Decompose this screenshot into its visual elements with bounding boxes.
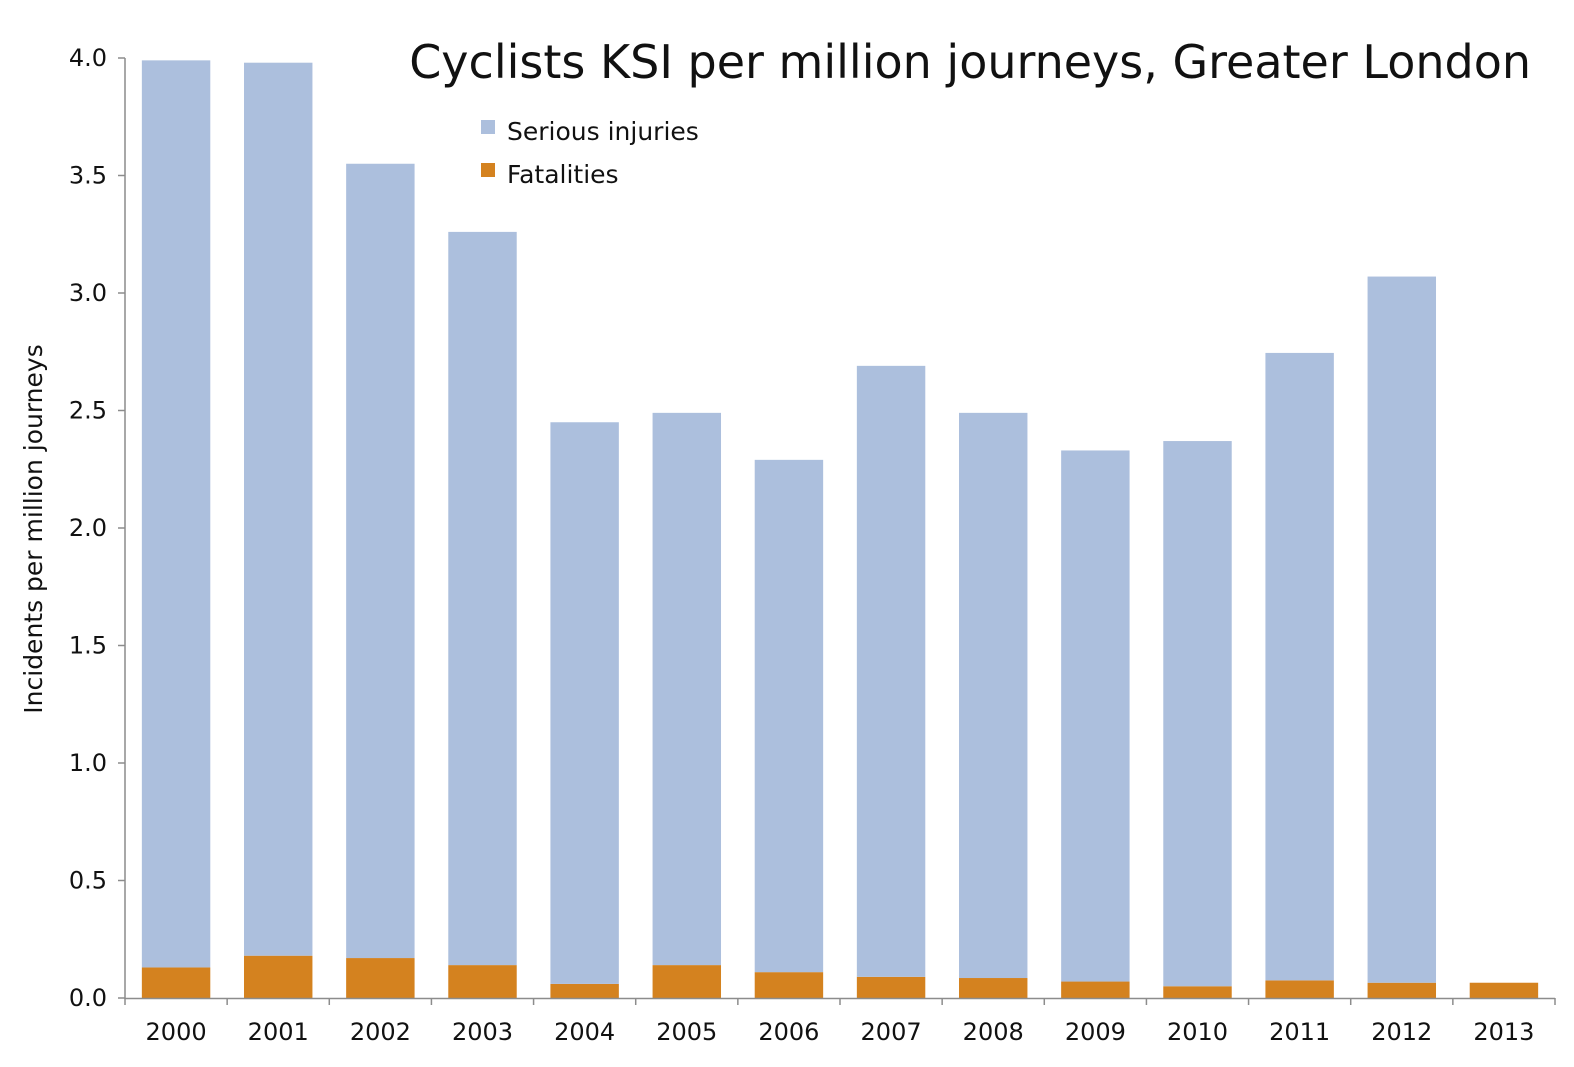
bar-serious-injuries-2000	[141, 60, 211, 968]
bar-serious-injuries-2011	[1265, 352, 1334, 981]
y-tick-label: 2.0	[69, 514, 107, 542]
bar-fatalities-2008	[959, 978, 1028, 998]
bar-fatalities-2002	[346, 958, 415, 998]
x-tick-label-2013: 2013	[1473, 1018, 1534, 1046]
bar-serious-injuries-2008	[959, 412, 1028, 979]
bar-serious-injuries-2006	[754, 459, 824, 973]
y-tick-label: 2.5	[69, 397, 107, 425]
x-tick-label-2000: 2000	[146, 1018, 207, 1046]
x-tick-label-2012: 2012	[1371, 1018, 1432, 1046]
bar-serious-injuries-2003	[448, 231, 517, 966]
x-tick-label-2005: 2005	[656, 1018, 717, 1046]
bar-fatalities-2009	[1061, 981, 1130, 998]
y-tick-label: 0.0	[69, 984, 107, 1012]
bar-fatalities-2003	[448, 965, 517, 998]
x-tick-label-2004: 2004	[554, 1018, 615, 1046]
bars	[141, 60, 1539, 999]
bar-fatalities-2011	[1265, 980, 1334, 999]
x-tick-label-2009: 2009	[1065, 1018, 1126, 1046]
x-tick-label-2011: 2011	[1269, 1018, 1330, 1046]
bar-serious-injuries-2007	[856, 365, 926, 977]
bar-serious-injuries-2001	[244, 62, 313, 956]
legend-label-fatalities: Fatalities	[507, 160, 619, 189]
x-tick-label-2003: 2003	[452, 1018, 513, 1046]
legend-swatch-serious-injuries	[481, 120, 495, 134]
y-tick-label: 1.5	[69, 632, 107, 660]
bar-fatalities-2005	[652, 965, 722, 998]
legend: Serious injuries Fatalities	[481, 117, 699, 189]
bar-fatalities-2001	[244, 955, 313, 998]
bar-serious-injuries-2005	[652, 412, 722, 966]
x-tick-label-2006: 2006	[758, 1018, 819, 1046]
bar-fatalities-2004	[550, 983, 619, 998]
bar-fatalities-2012	[1367, 982, 1437, 998]
y-tick-label: 4.0	[69, 44, 107, 72]
bar-fatalities-2007	[856, 976, 926, 998]
y-tick-label: 3.0	[69, 279, 107, 307]
y-tick-label: 0.5	[69, 867, 107, 895]
bar-serious-injuries-2009	[1061, 450, 1130, 982]
legend-swatch-fatalities	[481, 163, 495, 177]
x-tick-label-2002: 2002	[350, 1018, 411, 1046]
y-tick-label: 1.0	[69, 749, 107, 777]
legend-label-serious-injuries: Serious injuries	[507, 117, 699, 146]
y-axis-title: Incidents per million journeys	[19, 344, 48, 713]
x-tick-label-2008: 2008	[963, 1018, 1024, 1046]
y-axis-ticks: 0.0 0.5 1.0 1.5 2.0 2.5 3.0 3.5 4.0	[69, 44, 125, 1012]
bar-fatalities-2000	[141, 967, 211, 998]
bar-fatalities-2006	[754, 972, 824, 998]
bar-serious-injuries-2002	[346, 163, 415, 959]
bar-fatalities-2013	[1469, 982, 1539, 998]
chart-title: Cyclists KSI per million journeys, Great…	[409, 35, 1531, 89]
bar-fatalities-2010	[1163, 986, 1232, 998]
x-tick-label-2010: 2010	[1167, 1018, 1228, 1046]
x-tick-label-2001: 2001	[248, 1018, 309, 1046]
x-tick-label-2007: 2007	[861, 1018, 922, 1046]
bar-serious-injuries-2012	[1367, 276, 1437, 983]
x-axis-ticks: 2000 2001 2002 2003 2004 2005 2006 2007 2008 2009…	[124, 998, 1556, 1046]
bar-serious-injuries-2004	[550, 422, 619, 984]
bar-serious-injuries-2010	[1163, 441, 1232, 987]
y-tick-label: 3.5	[69, 162, 107, 190]
